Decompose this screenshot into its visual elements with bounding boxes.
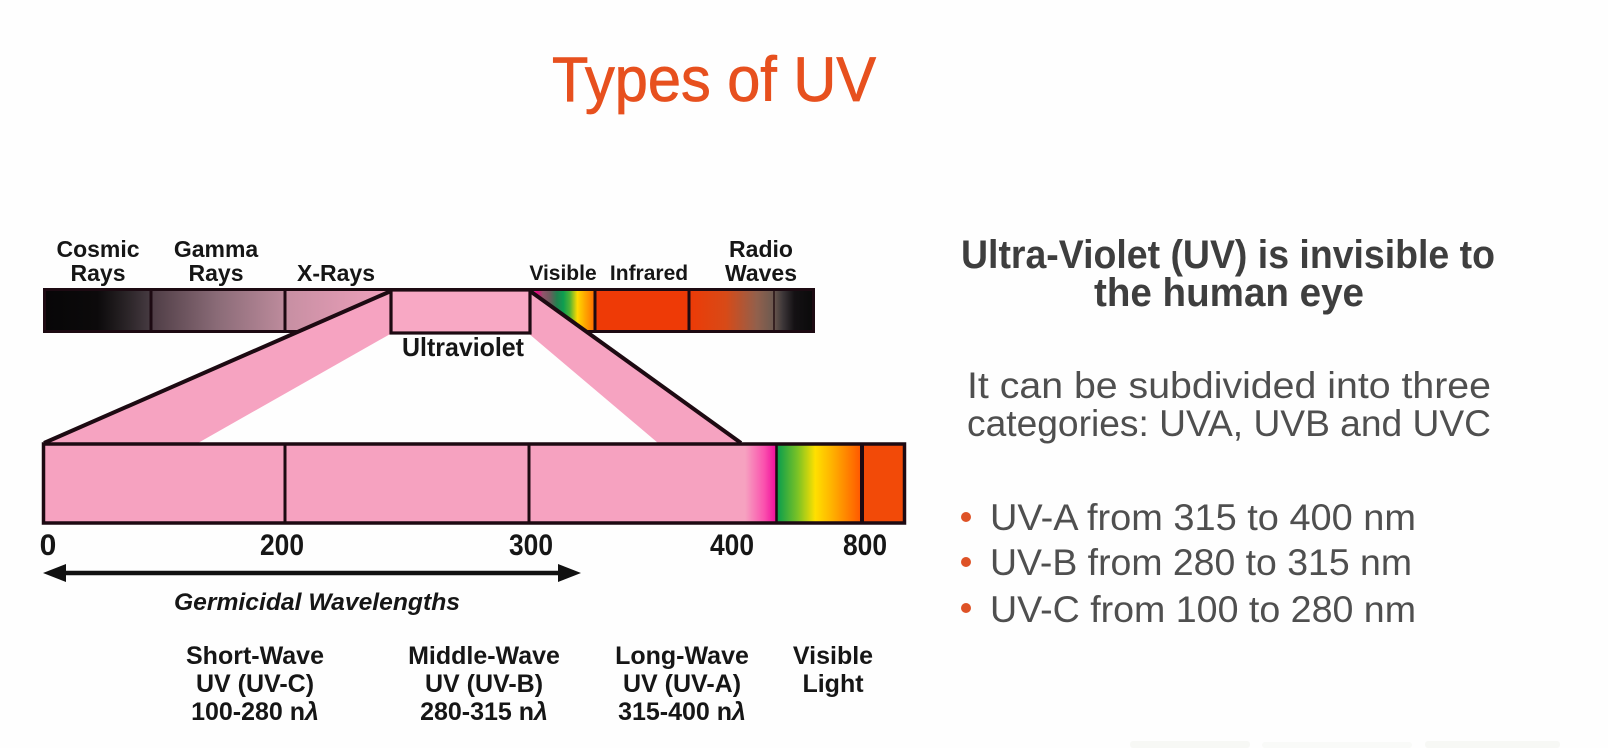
svg-text:Visible: Visible <box>529 262 596 285</box>
svg-text:Germicidal Wavelengths: Germicidal Wavelengths <box>174 589 460 616</box>
svg-text:Gamma: Gamma <box>174 236 259 262</box>
svg-text:Long-Wave: Long-Wave <box>615 642 749 670</box>
svg-text:Ultra-Violet (UV) is invisible: Ultra-Violet (UV) is invisible to <box>961 233 1495 277</box>
svg-text:categories: UVA, UVB and UVC: categories: UVA, UVB and UVC <box>967 403 1491 444</box>
svg-text:0: 0 <box>40 529 57 562</box>
svg-text:400: 400 <box>710 529 754 562</box>
svg-text:UV-B from 280 to 315 nm: UV-B from 280 to 315 nm <box>990 542 1412 583</box>
svg-text:200: 200 <box>260 529 304 562</box>
svg-text:Types of UV: Types of UV <box>552 45 876 115</box>
svg-text:UV (UV-B): UV (UV-B) <box>425 670 543 698</box>
svg-text:800: 800 <box>843 529 887 562</box>
svg-text:Rays: Rays <box>71 260 126 286</box>
svg-text:UV (UV-A): UV (UV-A) <box>623 670 741 698</box>
svg-text:Radio: Radio <box>729 236 793 262</box>
svg-text:It can be subdivided into thre: It can be subdivided into three <box>967 365 1491 406</box>
svg-text:280-315 nλ: 280-315 nλ <box>420 698 548 726</box>
svg-text:UV-C from 100 to 280 nm: UV-C from 100 to 280 nm <box>990 589 1416 630</box>
svg-text:Waves: Waves <box>725 260 797 286</box>
svg-text:UV-A from 315 to 400 nm: UV-A from 315 to 400 nm <box>990 497 1416 538</box>
svg-text:Rays: Rays <box>189 260 244 286</box>
svg-text:Visible: Visible <box>793 642 873 670</box>
svg-text:Light: Light <box>802 670 864 698</box>
svg-text:the human eye: the human eye <box>1094 271 1364 315</box>
svg-text:300: 300 <box>509 529 553 562</box>
svg-text:Short-Wave: Short-Wave <box>186 642 324 670</box>
svg-text:315-400 nλ: 315-400 nλ <box>618 698 746 726</box>
svg-text:Ultraviolet: Ultraviolet <box>402 332 524 362</box>
svg-text:X-Rays: X-Rays <box>297 260 375 286</box>
svg-text:Infrared: Infrared <box>610 262 688 285</box>
svg-text:100-280 nλ: 100-280 nλ <box>191 698 319 726</box>
svg-text:Middle-Wave: Middle-Wave <box>408 642 560 670</box>
svg-text:UV (UV-C): UV (UV-C) <box>196 670 314 698</box>
svg-text:Cosmic: Cosmic <box>56 236 139 262</box>
